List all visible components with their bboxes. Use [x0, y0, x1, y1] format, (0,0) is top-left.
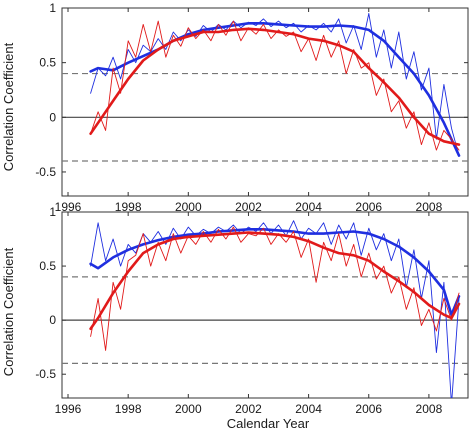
x-tick-label: 1998: [115, 200, 142, 214]
x-tick-label: 2004: [295, 402, 322, 416]
x-tick-label: 2000: [175, 402, 202, 416]
x-tick-label: 1998: [115, 402, 142, 416]
red-thick-series-line: [89, 231, 461, 331]
y-tick-label: 0.5: [39, 56, 56, 70]
x-tick-label: 2008: [416, 200, 443, 214]
plot-frame: [61, 7, 469, 197]
red-thin-series-line: [90, 20, 460, 151]
bottom-panel: Correlation Coefficient 1996 1998 2000 2002…: [1, 205, 469, 416]
y-tick-label: 0: [49, 313, 56, 327]
y-tick-label: 1: [49, 1, 56, 15]
blue-thin-series-line: [90, 220, 460, 398]
x-tick-label: 2002: [235, 402, 262, 416]
blue-thick-series-line: [89, 21, 461, 157]
y-tick-label: -0.5: [35, 165, 56, 179]
x-tick-label: 2008: [416, 402, 443, 416]
y-tick-label: 0: [49, 110, 56, 124]
red-thin-series-line: [90, 226, 460, 351]
top-panel: Correlation Coefficient 1996 1998 2000 2002…: [1, 1, 469, 214]
x-axis-label: Calendar Year: [227, 416, 310, 431]
blue-thick-series-line: [89, 228, 461, 317]
red-thick-series-line: [89, 27, 461, 146]
plot-frame: [61, 211, 469, 399]
x-tick-label: 1996: [55, 200, 82, 214]
x-tick-label: 2006: [355, 200, 382, 214]
x-tick-label: 2000: [175, 200, 202, 214]
y-tick-label: 1: [49, 205, 56, 219]
y-tick-label: -0.5: [35, 367, 56, 381]
y-tick-label: 0.5: [39, 259, 56, 273]
x-tick-label: 2006: [355, 402, 382, 416]
x-tick-label: 2004: [295, 200, 322, 214]
x-tick-label: 1996: [55, 402, 82, 416]
top-ylabel: Correlation Coefficient: [1, 42, 16, 171]
bottom-ylabel: Correlation Coefficient: [1, 247, 16, 376]
x-tick-label: 2002: [235, 200, 262, 214]
